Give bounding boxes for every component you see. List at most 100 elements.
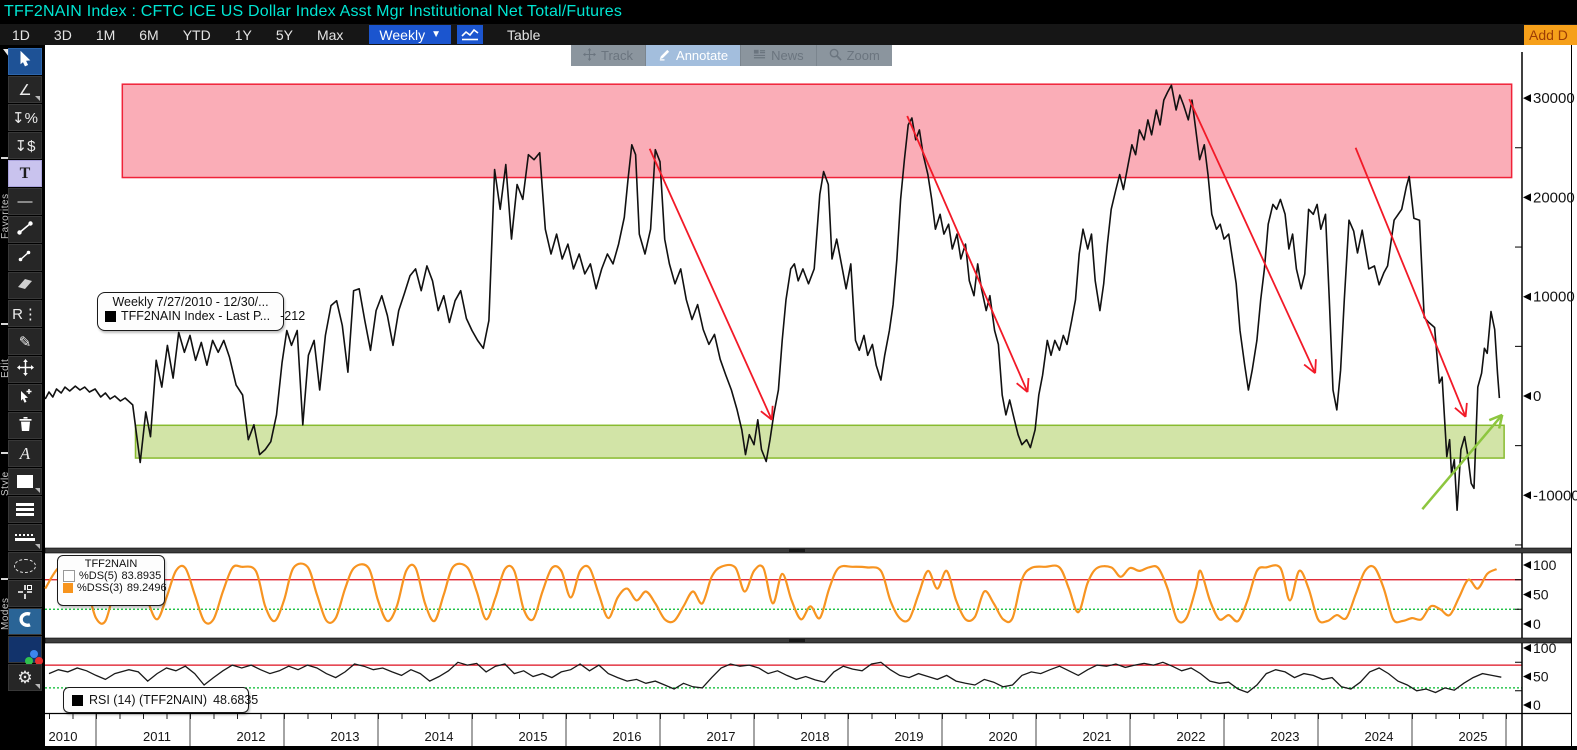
tool-menu-indicator <box>35 96 40 101</box>
axis-tick-arrow <box>1523 392 1531 400</box>
add-data-button[interactable]: Add D <box>1524 25 1577 45</box>
x-axis-year-label: 2023 <box>1271 729 1300 744</box>
pencil-tool[interactable]: ✎ <box>8 328 42 355</box>
range-button-5y[interactable]: 5Y <box>275 26 293 43</box>
font-tool[interactable]: A <box>8 440 42 467</box>
stoch-legend[interactable]: TFF2NAIN %DS(5) 83.8935 %DSS(3) 89.2496 <box>57 555 167 606</box>
period-dropdown-label: Weekly <box>379 26 426 43</box>
dss3-label: %DSS(3) <box>77 582 123 594</box>
red-arrow-3[interactable] <box>1188 98 1317 374</box>
separator-handle[interactable] <box>789 549 805 552</box>
short-segment-tool[interactable] <box>8 244 42 271</box>
measure-price-icon: ↧$ <box>14 137 36 155</box>
axis-tick-arrow <box>1523 672 1531 681</box>
ds5-label: %DS(5) <box>79 570 118 582</box>
series-swatch <box>105 310 116 322</box>
stoch-legend-title: TFF2NAIN <box>84 558 138 570</box>
x-axis-year-label: 2024 <box>1365 729 1394 744</box>
tooltip-last-value: -212 <box>280 309 306 323</box>
range-button-1m[interactable]: 1M <box>95 26 116 43</box>
panel-separator-1[interactable] <box>44 547 1572 554</box>
settings-tool[interactable]: ⚙ <box>8 664 42 691</box>
range-button-3d[interactable]: 3D <box>53 26 72 43</box>
track-icon <box>583 47 596 64</box>
dss3-swatch <box>63 583 73 593</box>
panel-separator-2[interactable] <box>44 637 1572 644</box>
range-button-max[interactable]: Max <box>316 26 344 43</box>
magnet-c-icon <box>17 611 34 632</box>
annotate-item-label: News <box>771 48 804 63</box>
annotate-item-annotate[interactable]: Annotate <box>646 45 742 66</box>
rsi-line[interactable] <box>48 661 1502 694</box>
green-arrow-up[interactable] <box>1421 413 1504 511</box>
red-arrow-4[interactable] <box>1354 147 1468 418</box>
angle-line-icon: ∠ <box>18 81 32 99</box>
trend-line-tool[interactable]: ∠ <box>8 76 42 103</box>
lasso-tool[interactable] <box>8 552 42 579</box>
tool-menu-indicator <box>35 544 40 549</box>
red-arrow-2[interactable] <box>906 115 1030 393</box>
range-button-ytd[interactable]: YTD <box>182 26 211 43</box>
range-button-1y[interactable]: 1Y <box>234 26 252 43</box>
rsi-label: RSI (14) (TFF2NAIN) <box>89 693 208 707</box>
move-arrows-icon <box>16 359 34 380</box>
axis-tick-arrow <box>1523 590 1531 599</box>
chart-canvas[interactable] <box>45 45 1572 746</box>
color-mode-tool[interactable] <box>8 636 43 665</box>
red-arrow-1[interactable] <box>648 148 774 421</box>
annotate-item-news[interactable]: News <box>741 45 817 66</box>
segment-icon <box>16 220 34 240</box>
x-axis-year-label: 2022 <box>1177 729 1206 744</box>
right-edge-line <box>1571 45 1572 746</box>
y-axis-label: 50 <box>1533 587 1549 603</box>
stoch-line[interactable] <box>44 562 1498 625</box>
line-style-tool[interactable] <box>8 496 42 523</box>
right-margin <box>1572 45 1577 746</box>
regression-tool[interactable]: R⋮ <box>8 300 42 327</box>
table-button[interactable]: Table <box>506 26 541 43</box>
y-axis-label: 20000 <box>1533 189 1575 206</box>
range-button-6m[interactable]: 6M <box>139 26 159 43</box>
crosshair-tool[interactable] <box>8 580 42 607</box>
x-axis-year-label: 2015 <box>519 729 548 744</box>
pointer-tool[interactable] <box>8 48 42 75</box>
horizontal-line-icon: — <box>17 193 33 210</box>
channel-tool[interactable] <box>8 272 42 299</box>
line-width-tool[interactable] <box>8 524 42 551</box>
tooltip-date-range: Weekly 7/27/2010 - 12/30/... <box>112 295 269 309</box>
percent-measure-tool[interactable]: ↧% <box>8 104 42 131</box>
annotate-item-zoom[interactable]: Zoom <box>817 45 892 66</box>
chart-type-button[interactable] <box>456 25 483 44</box>
text-tool[interactable]: T <box>8 160 42 187</box>
move-tool[interactable] <box>8 356 42 383</box>
delete-tool[interactable] <box>8 412 42 439</box>
magnet-tool[interactable] <box>8 608 42 635</box>
text-icon: T <box>19 164 31 182</box>
price-line[interactable] <box>44 84 1501 511</box>
x-axis-year-label: 2017 <box>707 729 736 744</box>
annotate-item-label: Zoom <box>846 48 880 63</box>
section-divider <box>1 452 8 454</box>
price-measure-tool[interactable]: ↧$ <box>8 132 42 159</box>
rsi-legend[interactable]: RSI (14) (TFF2NAIN) 48.6835 <box>63 687 258 713</box>
range-button-1d[interactable]: 1D <box>12 26 30 43</box>
annotate-item-track[interactable]: Track <box>571 45 647 66</box>
upper-red-zone[interactable] <box>121 83 1513 179</box>
segment-tool[interactable] <box>8 216 42 243</box>
lower-green-zone[interactable] <box>134 424 1505 459</box>
separator-handle[interactable] <box>789 639 805 642</box>
period-dropdown[interactable]: Weekly ▼ <box>369 25 451 44</box>
measure-percent-icon: ↧% <box>12 109 38 127</box>
select-plus-tool[interactable] <box>8 384 42 411</box>
italic-a-icon: A <box>19 443 31 463</box>
x-axis-year-label: 2020 <box>989 729 1018 744</box>
dss3-value: 89.2496 <box>126 582 167 594</box>
fill-tool[interactable] <box>8 468 42 495</box>
price-tooltip[interactable]: Weekly 7/27/2010 - 12/30/... TFF2NAIN In… <box>97 292 305 331</box>
horizontal-line-tool[interactable]: — <box>8 188 42 215</box>
x-axis-year-label: 2016 <box>613 729 642 744</box>
axis-tick-arrow <box>1523 620 1531 628</box>
news-icon <box>753 48 766 64</box>
